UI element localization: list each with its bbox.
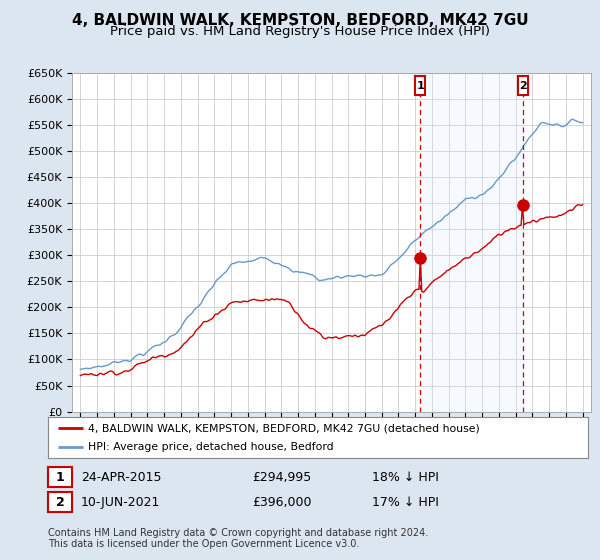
FancyBboxPatch shape [415, 76, 425, 95]
FancyBboxPatch shape [518, 76, 528, 95]
Text: 18% ↓ HPI: 18% ↓ HPI [372, 470, 439, 484]
Text: 17% ↓ HPI: 17% ↓ HPI [372, 496, 439, 509]
Text: 1: 1 [56, 470, 64, 484]
Text: £294,995: £294,995 [252, 470, 311, 484]
Text: 4, BALDWIN WALK, KEMPSTON, BEDFORD, MK42 7GU: 4, BALDWIN WALK, KEMPSTON, BEDFORD, MK42… [71, 13, 529, 28]
Text: £396,000: £396,000 [252, 496, 311, 509]
Text: 4, BALDWIN WALK, KEMPSTON, BEDFORD, MK42 7GU (detached house): 4, BALDWIN WALK, KEMPSTON, BEDFORD, MK42… [89, 423, 480, 433]
Text: Contains HM Land Registry data © Crown copyright and database right 2024.
This d: Contains HM Land Registry data © Crown c… [48, 528, 428, 549]
Text: 1: 1 [416, 81, 424, 91]
Text: Price paid vs. HM Land Registry's House Price Index (HPI): Price paid vs. HM Land Registry's House … [110, 25, 490, 38]
Text: 2: 2 [519, 81, 527, 91]
Text: HPI: Average price, detached house, Bedford: HPI: Average price, detached house, Bedf… [89, 442, 334, 451]
Bar [421, 73, 523, 412]
Text: 2: 2 [56, 496, 64, 509]
Text: 24-APR-2015: 24-APR-2015 [81, 470, 161, 484]
Text: 10-JUN-2021: 10-JUN-2021 [81, 496, 160, 509]
